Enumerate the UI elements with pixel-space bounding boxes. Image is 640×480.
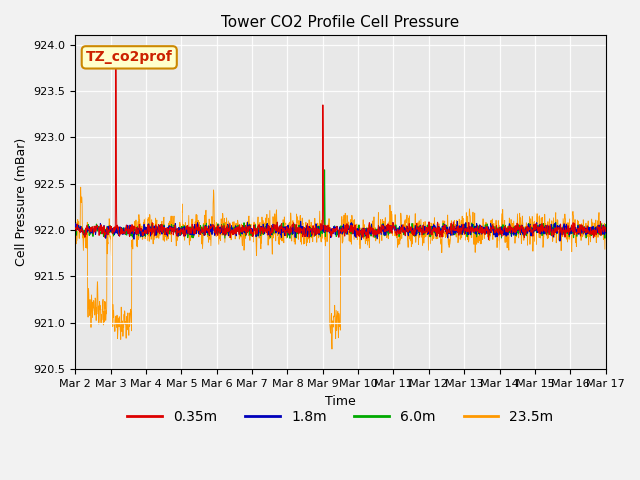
X-axis label: Time: Time [325, 395, 356, 408]
Legend: 0.35m, 1.8m, 6.0m, 23.5m: 0.35m, 1.8m, 6.0m, 23.5m [122, 404, 559, 429]
Y-axis label: Cell Pressure (mBar): Cell Pressure (mBar) [15, 138, 28, 266]
Title: Tower CO2 Profile Cell Pressure: Tower CO2 Profile Cell Pressure [221, 15, 460, 30]
Text: TZ_co2prof: TZ_co2prof [86, 50, 173, 64]
